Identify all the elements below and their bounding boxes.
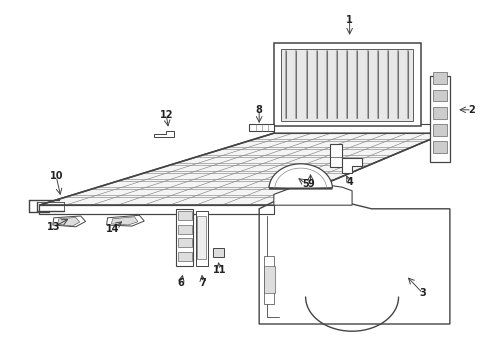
Polygon shape (177, 211, 191, 220)
Polygon shape (264, 266, 274, 293)
Polygon shape (177, 238, 191, 247)
Polygon shape (39, 205, 273, 214)
Polygon shape (432, 72, 447, 84)
Text: 6: 6 (177, 278, 184, 288)
Polygon shape (177, 252, 191, 261)
Polygon shape (39, 133, 444, 205)
Text: 3: 3 (419, 288, 426, 298)
Text: 14: 14 (105, 224, 119, 234)
Polygon shape (106, 215, 144, 226)
Polygon shape (249, 124, 273, 131)
Polygon shape (329, 144, 342, 167)
Polygon shape (273, 124, 444, 133)
Polygon shape (273, 43, 420, 126)
Polygon shape (268, 164, 332, 189)
Polygon shape (197, 216, 206, 259)
Polygon shape (273, 184, 351, 205)
Text: 10: 10 (49, 171, 63, 181)
Polygon shape (432, 90, 447, 102)
Polygon shape (177, 225, 191, 234)
Text: 8: 8 (255, 105, 262, 115)
Text: 12: 12 (159, 110, 173, 120)
Text: 7: 7 (199, 278, 206, 288)
Text: 2: 2 (468, 105, 474, 115)
Polygon shape (195, 211, 207, 266)
Polygon shape (432, 107, 447, 119)
Text: 9: 9 (306, 179, 313, 189)
Text: 11: 11 (213, 265, 226, 275)
Polygon shape (432, 124, 447, 136)
Polygon shape (53, 216, 85, 227)
Polygon shape (259, 194, 449, 324)
Polygon shape (264, 256, 273, 304)
Polygon shape (58, 217, 80, 226)
Polygon shape (111, 217, 138, 225)
Text: 13: 13 (47, 222, 61, 232)
Polygon shape (429, 76, 449, 162)
Polygon shape (342, 158, 361, 173)
Text: 4: 4 (346, 177, 352, 187)
Text: 5: 5 (302, 179, 308, 189)
Polygon shape (154, 131, 173, 137)
Polygon shape (281, 49, 412, 121)
Polygon shape (212, 248, 224, 257)
Text: 1: 1 (346, 15, 352, 25)
Polygon shape (432, 141, 447, 153)
Polygon shape (176, 209, 193, 266)
